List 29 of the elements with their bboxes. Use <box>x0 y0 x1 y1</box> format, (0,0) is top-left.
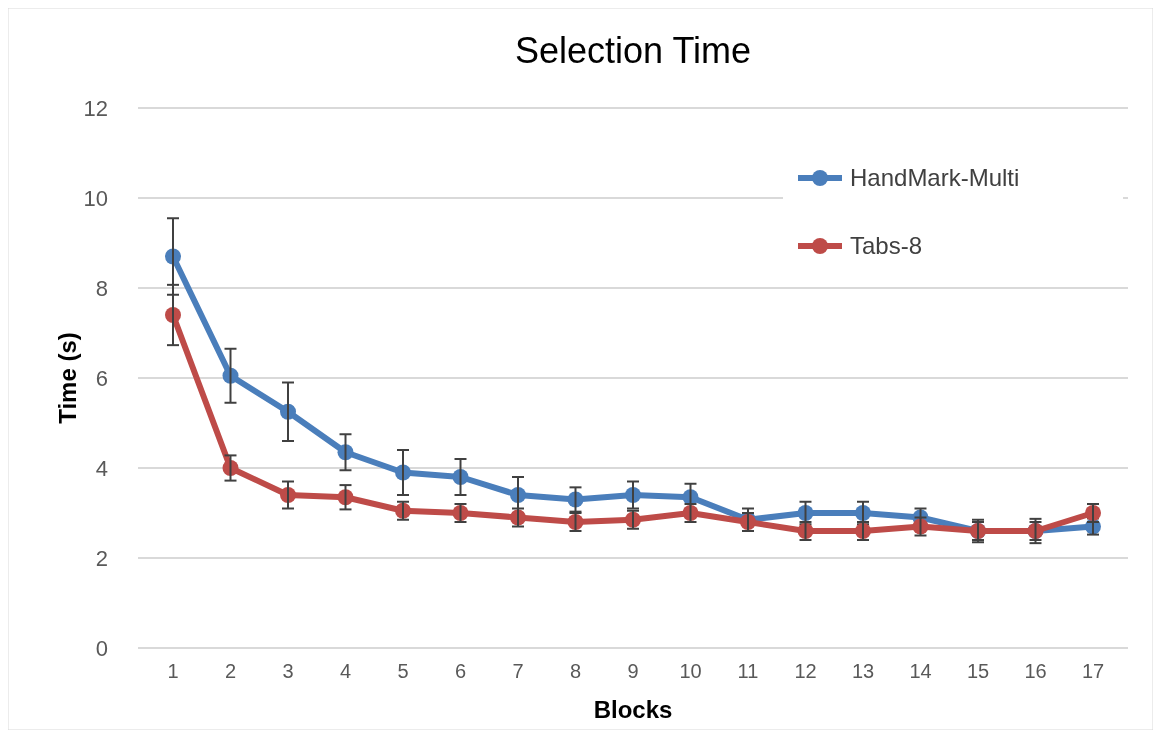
x-tick-label: 8 <box>569 660 582 682</box>
y-tick-label: 4 <box>95 455 108 481</box>
x-tick-label: 14 <box>909 660 932 682</box>
x-tick-label: 13 <box>851 660 875 682</box>
x-tick-label: 7 <box>512 660 524 682</box>
y-tick-label: 12 <box>83 95 108 121</box>
y-tick-label: 0 <box>95 635 108 661</box>
x-tick-label: 11 <box>737 660 759 682</box>
legend-label: HandMark-Multi <box>850 164 1020 192</box>
x-tick-label: 2 <box>224 660 237 682</box>
x-axis-title: Blocks <box>593 696 673 723</box>
x-tick-label: 10 <box>679 660 702 682</box>
y-tick-label: 8 <box>95 275 108 301</box>
legend-label: Tabs-8 <box>850 232 923 260</box>
x-tick-label: 17 <box>1081 660 1105 682</box>
x-tick-label: 1 <box>167 660 179 682</box>
y-tick-label: 10 <box>83 185 108 211</box>
x-tick-label: 12 <box>794 660 817 682</box>
x-tick-label: 4 <box>339 660 352 682</box>
x-tick-label: 3 <box>282 660 294 682</box>
y-axis-title: Time (s) <box>54 332 81 424</box>
x-tick-label: 15 <box>966 660 990 682</box>
y-tick-label: 2 <box>95 545 108 571</box>
chart-title: Selection Time <box>514 30 752 71</box>
y-tick-label: 6 <box>95 365 108 391</box>
x-tick-label: 16 <box>1024 660 1047 682</box>
x-tick-label: 9 <box>627 660 639 682</box>
x-tick-label: 6 <box>454 660 467 682</box>
x-tick-label: 5 <box>397 660 409 682</box>
